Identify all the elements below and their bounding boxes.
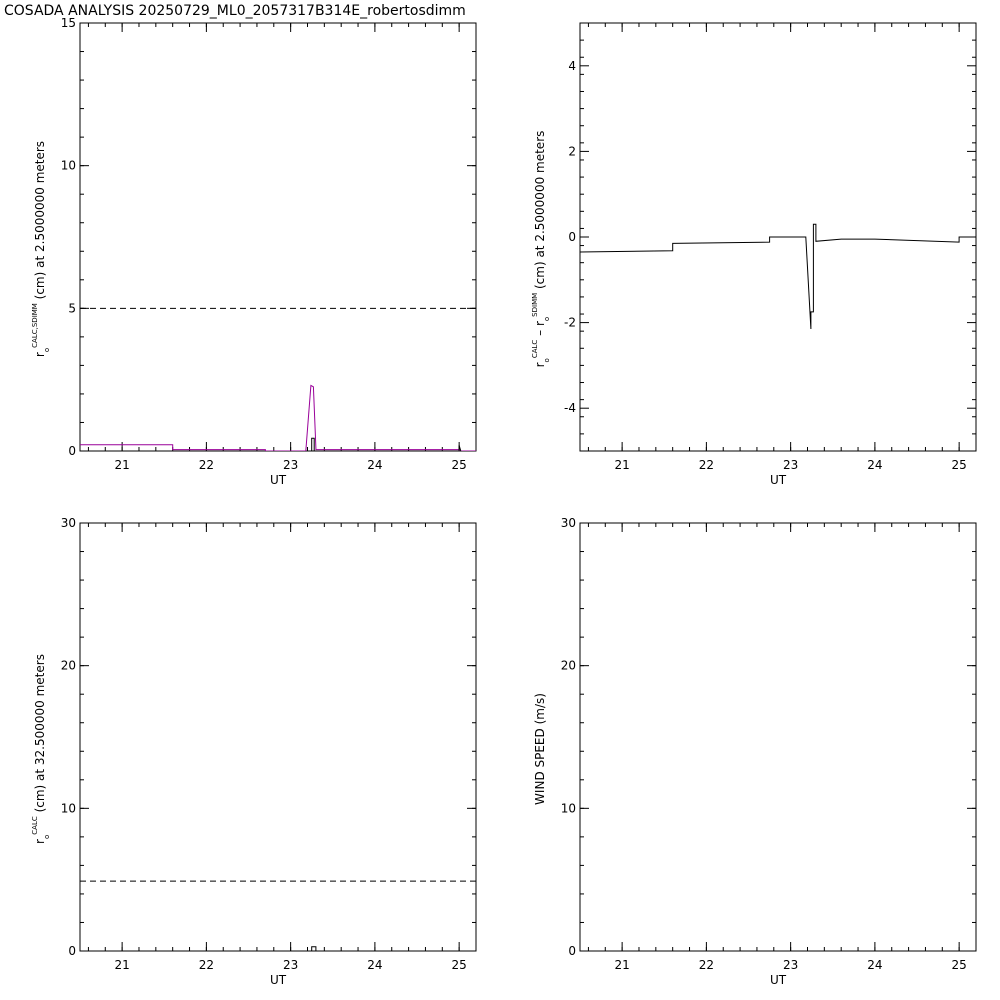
x-tick-label: 24 [367,958,382,972]
x-tick-label: 22 [699,958,714,972]
chart-panel-3: 21 22 23 24 25 0 10 20 30 UT roCALC (cm) at 32.500… [31,516,477,987]
y-tick-label: 5 [68,301,76,315]
x-tick-label: 25 [952,458,967,472]
y-tick-label: 30 [61,516,76,530]
x-tick-label: 25 [452,458,467,472]
x-tick-label: 21 [114,458,129,472]
y-tick-label: 0 [568,944,576,958]
series-line-2 [309,437,462,451]
y-axis-label: roCALC,SDIMM (cm) at 2.5000000 meters [31,141,51,357]
x-tick-label: 23 [783,958,798,972]
y-tick-label: 10 [61,801,76,815]
x-tick-label: 24 [367,458,382,472]
plot-frame [579,522,977,952]
y-axis-label: roCALC – roSDIMM (cm) at 2.5000000 meter… [531,131,551,368]
x-tick-label: 23 [283,458,298,472]
page-title: COSADA ANALYSIS 20250729_ML0_2057317B314… [4,3,466,19]
x-tick-label: 24 [867,958,882,972]
x-tick-label: 23 [283,958,298,972]
y-tick-label: 15 [61,16,76,30]
y-tick-label: 0 [568,230,576,244]
x-tick-label: 21 [114,958,129,972]
x-tick-label: 22 [699,458,714,472]
series-line-1 [580,223,976,330]
plot-frame [79,22,477,452]
x-axis-label: UT [770,973,787,987]
x-tick-label: 21 [614,458,629,472]
x-tick-label: 25 [952,958,967,972]
y-tick-label: 0 [68,944,76,958]
x-axis-label: UT [770,473,787,487]
y-tick-label: -2 [564,316,576,330]
y-tick-label: 4 [568,59,576,73]
x-tick-label: 23 [783,458,798,472]
series-line-1 [80,384,476,451]
y-tick-label: 20 [561,659,576,673]
x-axis-label: UT [270,473,287,487]
x-tick-label: 22 [199,458,214,472]
series-line-1 [309,946,410,951]
x-tick-label: 22 [199,958,214,972]
plot-frame [79,522,477,952]
y-axis-label: WIND SPEED (m/s) [533,693,547,805]
y-tick-label: 2 [568,144,576,158]
y-tick-label: -4 [564,401,576,415]
chart-panel-1: 21 22 23 24 25 0 5 10 15 UT roCALC,SDIMM (cm) at 2… [31,16,477,487]
y-tick-label: 0 [68,444,76,458]
x-axis-label: UT [270,973,287,987]
y-tick-label: 20 [61,659,76,673]
y-tick-label: 30 [561,516,576,530]
y-tick-label: 10 [561,801,576,815]
x-tick-label: 24 [867,458,882,472]
chart-panel-4: 21 22 23 24 25 0 10 20 30 UT WIND SPEED (m/s) [533,516,977,987]
y-tick-label: 10 [61,159,76,173]
y-axis-label: roCALC (cm) at 32.500000 meters [31,654,51,844]
x-tick-label: 21 [614,958,629,972]
x-tick-label: 25 [452,958,467,972]
